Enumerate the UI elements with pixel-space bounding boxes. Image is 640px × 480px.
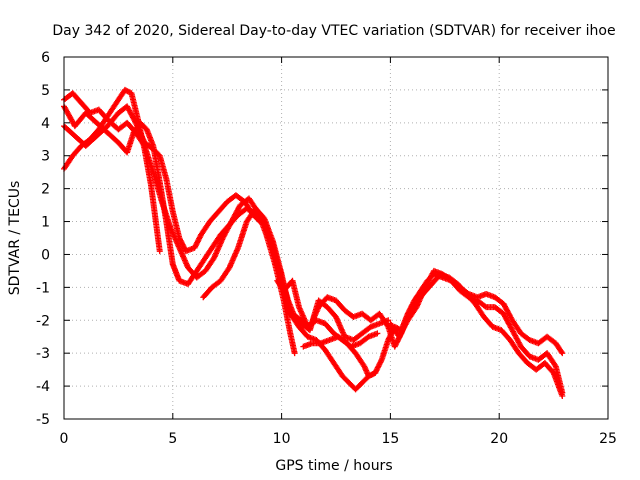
data-point xyxy=(558,348,565,355)
series-track-6 xyxy=(300,271,566,396)
data-point xyxy=(291,350,298,357)
series-track-3 xyxy=(61,86,163,255)
x-tick-label: 0 xyxy=(60,431,69,447)
y-tick-label: 1 xyxy=(41,215,50,231)
x-tick-label: 15 xyxy=(381,431,399,447)
x-tick-label: 5 xyxy=(168,431,177,447)
data-point xyxy=(551,362,558,369)
data-points xyxy=(61,86,566,399)
series-track-8 xyxy=(387,267,566,357)
grid-lines xyxy=(64,57,608,419)
y-tick-label: 4 xyxy=(41,116,50,132)
series-track-5 xyxy=(200,205,379,393)
y-tick-label: -2 xyxy=(36,313,50,329)
axis-ticks: 0 5 10 15 20 25 -5 -4 -3 -2 -1 0 1 2 3 4 5 6 xyxy=(36,50,617,447)
data-point xyxy=(374,330,381,337)
x-tick-label: 20 xyxy=(490,431,508,447)
series-track-9 xyxy=(274,277,381,350)
y-tick-label: 6 xyxy=(41,50,50,66)
y-tick-label: 0 xyxy=(41,247,50,263)
y-tick-label: 2 xyxy=(41,182,50,198)
x-tick-label: 25 xyxy=(599,431,617,447)
data-point xyxy=(559,350,566,357)
y-tick-label: -4 xyxy=(36,379,50,395)
y-tick-label: -5 xyxy=(36,412,50,428)
y-axis-label: SDTVAR / TECUs xyxy=(7,181,23,296)
y-tick-label: -3 xyxy=(36,346,50,362)
series-track-7 xyxy=(289,271,566,399)
x-axis-label: GPS time / hours xyxy=(275,458,392,474)
data-point xyxy=(481,303,488,310)
data-point xyxy=(378,358,385,365)
data-point xyxy=(156,248,163,255)
plot-frame xyxy=(63,56,609,420)
data-point xyxy=(559,392,566,399)
y-tick-label: 3 xyxy=(41,149,50,165)
chart-title: Day 342 of 2020, Sidereal Day-to-day VTE… xyxy=(52,23,615,39)
x-tick-label: 10 xyxy=(273,431,291,447)
y-tick-label: -1 xyxy=(36,280,50,296)
y-tick-label: 5 xyxy=(41,83,50,99)
